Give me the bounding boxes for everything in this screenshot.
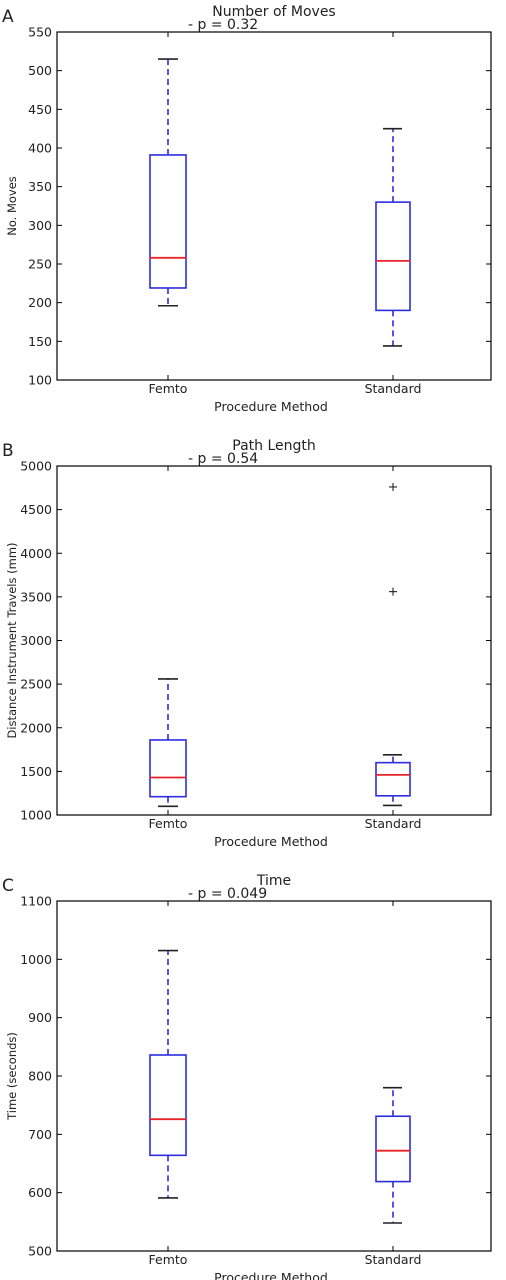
chart-title: Time (256, 873, 291, 889)
y-tick-label: 450 (28, 102, 52, 117)
y-tick-label: 300 (28, 218, 52, 233)
panel-letter: A (2, 7, 14, 27)
y-tick-label: 500 (28, 1244, 52, 1259)
x-axis-label: Procedure Method (214, 1270, 328, 1280)
y-tick-label: 350 (28, 179, 52, 194)
x-axis-label: Procedure Method (214, 834, 328, 849)
y-tick-label: 3000 (20, 633, 52, 648)
p-value-annotation: - p = 0.54 (188, 451, 258, 467)
iqr-box (149, 739, 187, 798)
iqr-box (149, 1054, 187, 1157)
y-tick-label: 1000 (20, 952, 52, 967)
plot-frame (56, 31, 492, 381)
iqr-box (375, 201, 411, 312)
y-tick-label: 550 (28, 25, 52, 40)
y-tick-label: 400 (28, 141, 52, 156)
y-tick-label: 4000 (20, 546, 52, 561)
y-axis-label: Distance Instrument Travels (mm) (5, 542, 19, 738)
y-axis-label: Time (seconds) (5, 1032, 19, 1121)
panel-b: B Path Length- p = 0.54 1000 1500 2000 2500 30… (2, 438, 492, 849)
box-femto: Femto (149, 32, 188, 396)
panel-c: C Time- p = 0.049 500 600 700 800 900 1000 1100 T… (2, 873, 492, 1280)
x-tick-label: Standard (365, 381, 422, 396)
p-value-annotation: - p = 0.32 (188, 17, 258, 33)
y-tick-label: 3500 (20, 589, 52, 604)
box-femto: Femto (149, 466, 188, 831)
x-axis-label: Procedure Method (214, 399, 328, 414)
box-standard: Standard (365, 466, 422, 831)
y-tick-label: 250 (28, 257, 52, 272)
x-tick-label: Standard (365, 816, 422, 831)
chart-title: Path Length (232, 438, 316, 454)
x-tick-label: Standard (365, 1252, 422, 1267)
box-standard: Standard (365, 901, 422, 1267)
y-tick-label: 700 (28, 1127, 52, 1142)
iqr-box (375, 1115, 411, 1183)
y-tick-label: 500 (28, 63, 52, 78)
p-value-annotation: - p = 0.049 (188, 886, 267, 902)
y-tick-label: 4500 (20, 502, 52, 517)
outlier-point (389, 482, 397, 491)
y-tick-label: 150 (28, 334, 52, 349)
plot-frame (56, 465, 492, 816)
y-tick-label: 100 (28, 373, 52, 388)
chart-title: Number of Moves (212, 4, 335, 20)
box-standard: Standard (365, 32, 422, 396)
x-tick-label: Femto (149, 1252, 188, 1267)
y-tick-label: 800 (28, 1069, 52, 1084)
y-tick-label: 2000 (20, 720, 52, 735)
y-tick-label: 600 (28, 1185, 52, 1200)
y-tick-label: 1500 (20, 764, 52, 779)
x-tick-label: Femto (149, 381, 188, 396)
panel-a: A Number of Moves- p = 0.32 100 150 200 250 30… (2, 4, 492, 414)
outlier-point (389, 587, 397, 596)
y-tick-label: 2500 (20, 677, 52, 692)
iqr-box (375, 761, 411, 797)
y-tick-label: 900 (28, 1010, 52, 1025)
y-axis-label: No. Moves (5, 176, 19, 236)
plot-frame (56, 900, 492, 1252)
y-tick-label: 5000 (20, 459, 52, 474)
x-tick-label: Femto (149, 816, 188, 831)
panel-letter: B (2, 441, 14, 461)
iqr-box (149, 154, 187, 289)
y-tick-label: 200 (28, 295, 52, 310)
y-tick-label: 1100 (20, 894, 52, 909)
box-femto: Femto (149, 901, 188, 1267)
y-tick-label: 1000 (20, 808, 52, 823)
panel-letter: C (2, 876, 14, 896)
